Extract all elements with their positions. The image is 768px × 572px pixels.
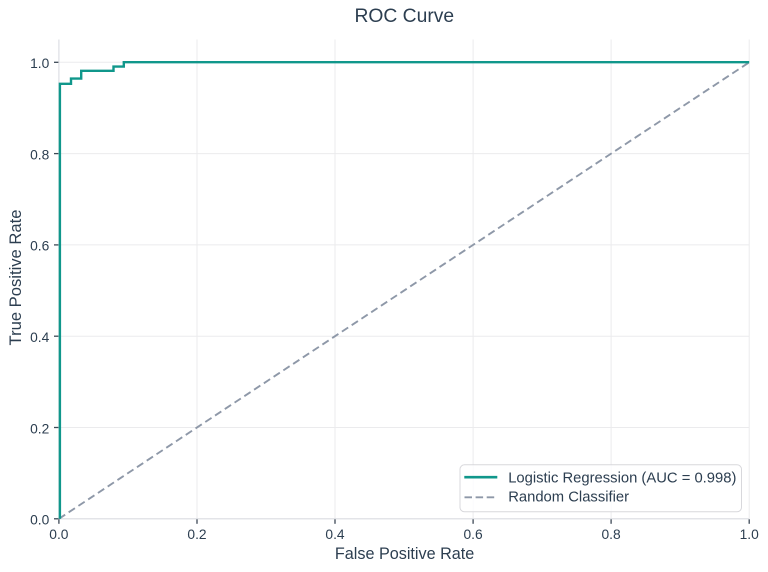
svg-text:0.4: 0.4 — [30, 330, 50, 345]
svg-text:0.6: 0.6 — [464, 527, 484, 542]
svg-text:Logistic Regression (AUC = 0.9: Logistic Regression (AUC = 0.998) — [508, 470, 736, 486]
svg-text:True Positive Rate: True Positive Rate — [6, 210, 25, 346]
svg-text:0.0: 0.0 — [30, 513, 50, 528]
svg-text:False Positive Rate: False Positive Rate — [335, 545, 474, 563]
svg-text:Random Classifier: Random Classifier — [508, 489, 629, 505]
svg-text:0.0: 0.0 — [49, 527, 69, 542]
svg-text:0.4: 0.4 — [325, 527, 345, 542]
svg-text:1.0: 1.0 — [740, 527, 760, 542]
svg-text:0.2: 0.2 — [187, 527, 206, 542]
svg-text:1.0: 1.0 — [30, 56, 50, 71]
svg-text:0.6: 0.6 — [30, 239, 50, 254]
svg-text:ROC Curve: ROC Curve — [354, 6, 454, 27]
svg-text:0.2: 0.2 — [30, 421, 49, 436]
svg-text:0.8: 0.8 — [602, 527, 622, 542]
svg-text:0.8: 0.8 — [30, 147, 50, 162]
